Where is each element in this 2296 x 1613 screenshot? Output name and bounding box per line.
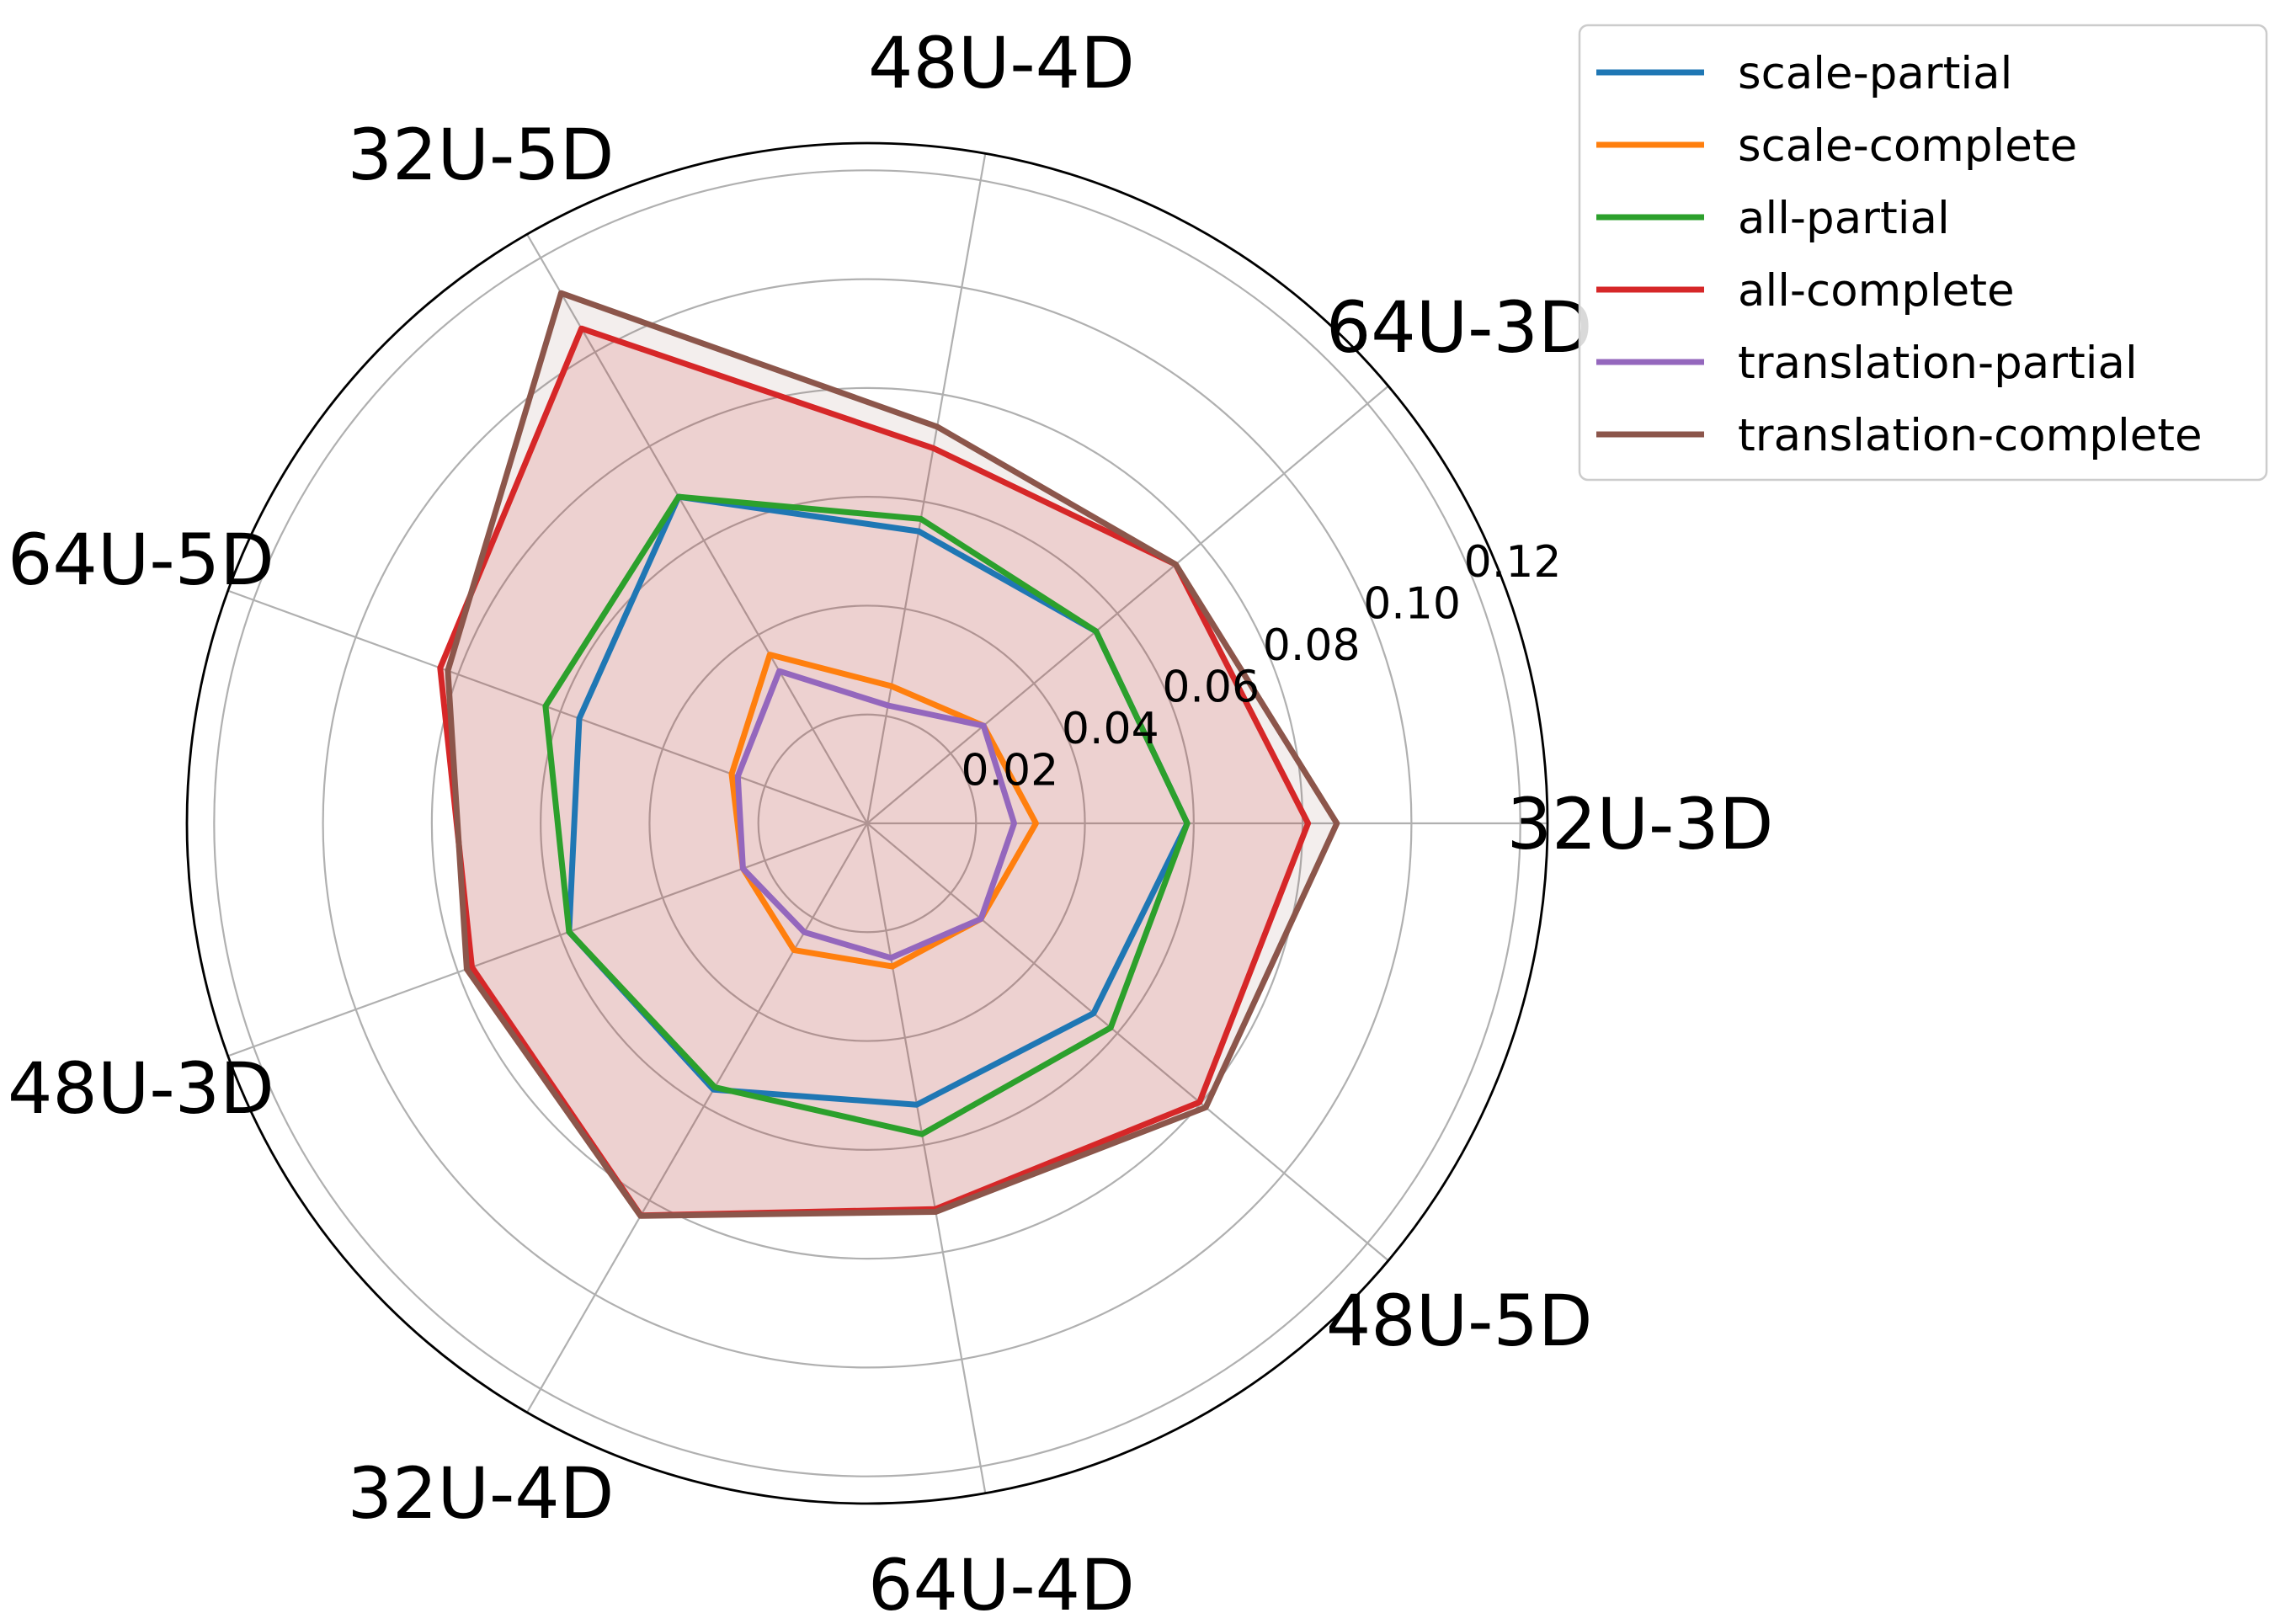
spoke-48U-4D <box>866 153 987 824</box>
legend-label-scale-partial: scale-partial <box>1738 48 2012 99</box>
rtick-label: 0.02 <box>961 746 1058 796</box>
series-line-all-partial <box>542 493 1191 1137</box>
series-line-scale-partial <box>566 493 1191 1108</box>
outer-frame <box>185 141 1549 1505</box>
category-label: 48U-4D <box>868 22 1135 104</box>
category-label: 48U-3D <box>8 1047 274 1130</box>
series-line-scale-complete <box>728 652 1039 970</box>
category-label: 64U-3D <box>1326 286 1593 369</box>
legend-label-all-complete: all-complete <box>1738 265 2015 317</box>
spoke-48U-5D <box>866 822 1389 1262</box>
spoke-64U-3D <box>866 385 1389 824</box>
category-label: 32U-5D <box>348 114 615 196</box>
rtick-label: 0.10 <box>1363 579 1461 630</box>
series-line-translation-partial <box>734 668 1017 961</box>
legend-label-scale-complete: scale-complete <box>1738 120 2077 172</box>
category-label: 48U-5D <box>1326 1280 1593 1362</box>
series-line-translation-complete <box>445 290 1340 1219</box>
category-label: 64U-4D <box>868 1544 1135 1613</box>
spoke-48U-3D <box>227 822 868 1057</box>
rtick-label: 0.06 <box>1162 663 1260 713</box>
legend-label-all-partial: all-partial <box>1738 193 1950 244</box>
rtick-label: 0.12 <box>1464 537 1562 588</box>
legend: scale-partial scale-complete all-partial al… <box>1578 24 2268 482</box>
spoke-64U-4D <box>866 822 987 1493</box>
radial-tick-labels: 0.020.040.060.080.100.12 <box>961 537 1561 796</box>
series-fill-translation-complete <box>447 293 1337 1216</box>
spoke-32U-4D <box>526 822 868 1413</box>
category-labels: 32U-3D 64U-3D 48U-4D 32U-5D 64U-5D 48U-3D 32U-… <box>8 22 1773 1613</box>
series-layer <box>437 290 1340 1219</box>
legend-label-translation-partial: translation-partial <box>1738 338 2138 389</box>
legend-label-translation-complete: translation-complete <box>1738 410 2203 461</box>
category-label: 64U-5D <box>8 519 274 601</box>
spoke-32U-5D <box>526 233 868 824</box>
legend-box <box>1578 24 2268 482</box>
category-label: 32U-4D <box>348 1452 615 1535</box>
rtick-label: 0.04 <box>1062 704 1159 754</box>
category-label: 32U-3D <box>1507 783 1774 865</box>
rtick-label: 0.08 <box>1263 620 1361 671</box>
